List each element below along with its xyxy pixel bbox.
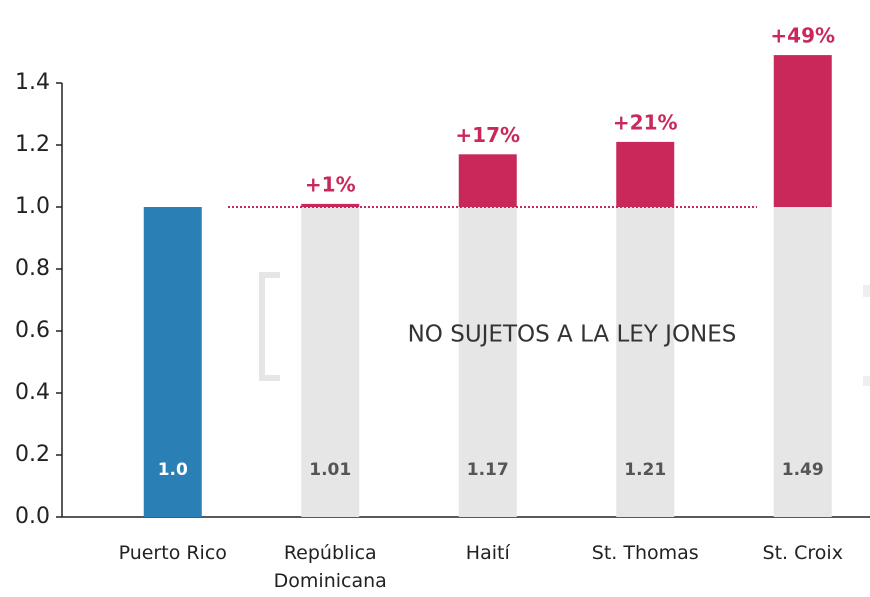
bar	[143, 207, 202, 517]
change-label: +17%	[455, 123, 520, 147]
x-tick-label: St. Thomas	[592, 542, 699, 564]
y-tick-label: 1.4	[15, 70, 50, 95]
x-tick-label: Haití	[466, 542, 511, 564]
bar-reference	[301, 207, 360, 517]
bar-reference	[616, 207, 675, 517]
bar-excess	[301, 203, 360, 207]
x-tick-label: Puerto Rico	[119, 542, 227, 564]
y-tick-label: 0.2	[15, 442, 50, 467]
value-label: 1.0	[158, 460, 188, 480]
annotation: NO SUJETOS A LA LEY JONES	[408, 322, 737, 348]
y-tick-label: 1.0	[15, 194, 50, 219]
bar-excess	[773, 55, 832, 207]
value-label: 1.17	[467, 460, 509, 480]
bar-excess	[458, 154, 517, 207]
y-tick-label: 0.6	[15, 318, 50, 343]
y-tick-label: 0.0	[15, 504, 50, 529]
y-tick-label: 1.2	[15, 132, 50, 157]
x-tick-label: República Dominicana	[274, 542, 387, 592]
bar-reference	[458, 207, 517, 517]
bracket-right	[863, 376, 870, 386]
change-label: +49%	[770, 24, 835, 48]
value-label: 1.21	[624, 460, 666, 480]
bar-excess	[616, 141, 675, 207]
bracket-right	[863, 285, 870, 297]
x-tick-label: St. Croix	[763, 542, 843, 564]
change-label: +1%	[305, 172, 356, 196]
value-label: 1.49	[782, 460, 824, 480]
y-tick-label: 0.8	[15, 256, 50, 281]
value-label: 1.01	[309, 460, 351, 480]
y-tick-label: 0.4	[15, 380, 50, 405]
bar-reference	[773, 207, 832, 517]
bracket-left	[259, 272, 280, 381]
change-label: +21%	[613, 110, 678, 134]
